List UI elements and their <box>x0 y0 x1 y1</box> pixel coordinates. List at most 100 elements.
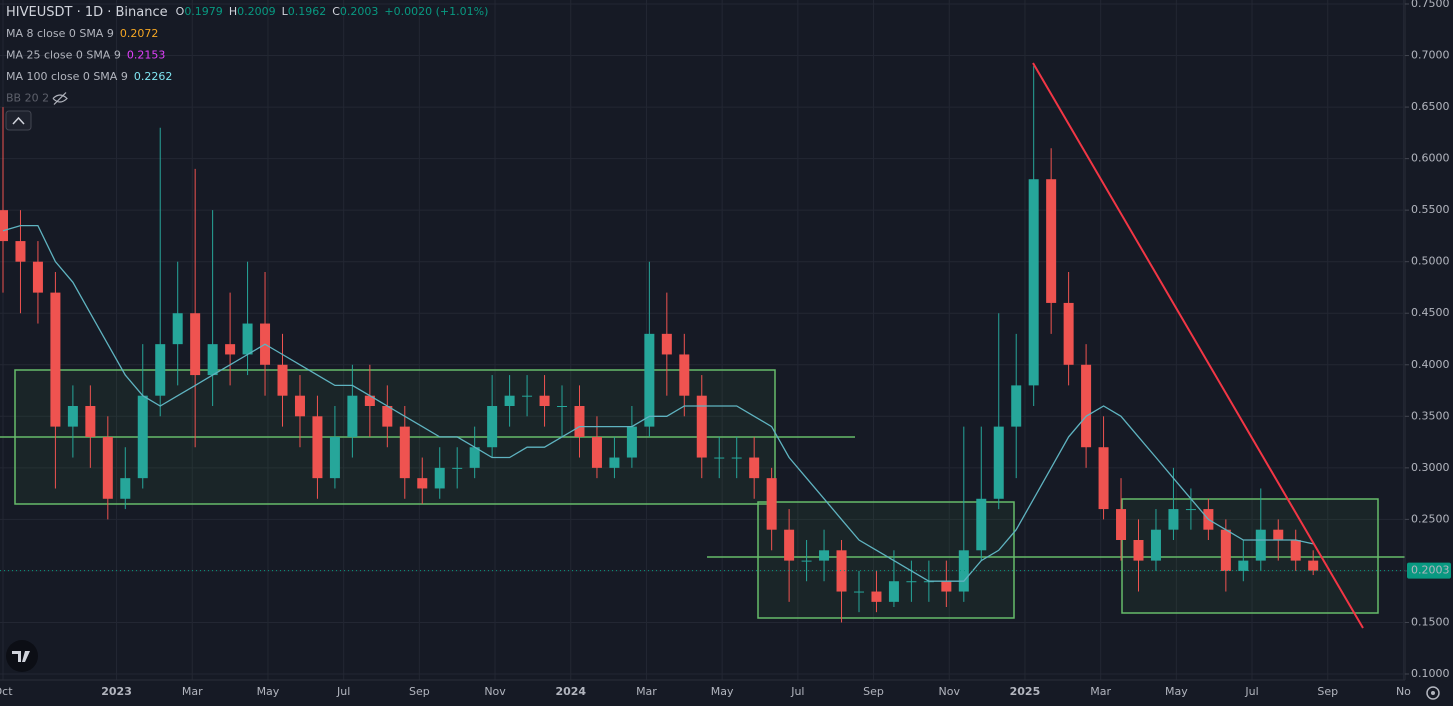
candle-body <box>1220 529 1231 571</box>
ohlc-value: 0.2003 <box>340 5 379 18</box>
candle-body <box>1273 529 1284 540</box>
candle-body <box>1011 385 1022 427</box>
candle-body <box>574 406 585 437</box>
y-tick-label: 0.4000 <box>1411 358 1450 371</box>
y-tick-label: 0.6500 <box>1411 100 1450 113</box>
candle-body <box>487 406 498 448</box>
x-tick-label: May <box>711 685 734 698</box>
candle-body <box>1116 509 1127 540</box>
ohlc-label: O <box>176 5 185 18</box>
candle-body <box>1255 529 1266 561</box>
change: +0.0020 (+1.01%) <box>384 5 488 18</box>
x-tick-label: 2023 <box>101 685 132 698</box>
candle-body <box>853 591 864 593</box>
candle-body <box>155 344 166 396</box>
x-tick-label: Nov <box>939 685 961 698</box>
candle-body <box>801 560 812 562</box>
y-tick-label: 0.5500 <box>1411 203 1450 216</box>
logo <box>6 640 38 672</box>
candle-body <box>661 333 672 355</box>
candle-body <box>277 364 288 396</box>
y-tick-label: 0.3500 <box>1411 409 1450 422</box>
ohlc-label: C <box>332 5 340 18</box>
candle-body <box>539 395 550 406</box>
candle-body <box>50 292 61 427</box>
candle-body <box>15 241 26 262</box>
candle-body <box>1046 179 1057 303</box>
candle-body <box>522 395 533 397</box>
indicator-legend: MA 25 close 0 SMA 9 0.2153 <box>6 49 165 62</box>
candle-body <box>1133 540 1144 561</box>
x-tick-label: Mar <box>182 685 203 698</box>
x-tick-label: Jul <box>790 685 804 698</box>
candle-body <box>1063 302 1074 365</box>
candle-body <box>557 406 568 407</box>
grid <box>0 0 1405 680</box>
x-tick-label: Oct <box>0 685 13 698</box>
ohlc-value: 0.2009 <box>237 5 276 18</box>
candle-body <box>644 333 655 427</box>
ohlc-label: H <box>229 5 237 18</box>
indicator-legend: MA 8 close 0 SMA 9 0.2072 <box>6 27 158 40</box>
candle-body <box>906 581 917 583</box>
candle-body <box>1185 509 1196 511</box>
candle-body <box>85 406 96 437</box>
candle-body <box>32 261 43 293</box>
candle-body <box>941 581 952 592</box>
candle-body <box>819 550 830 561</box>
candle-body <box>364 395 375 406</box>
symbol: HIVEUSDT · 1D · Binance <box>6 5 168 20</box>
y-tick-label: 0.1500 <box>1411 615 1450 628</box>
candle-body <box>714 457 725 459</box>
settings-button[interactable] <box>1426 686 1440 700</box>
indicator-legend: MA 100 close 0 SMA 9 0.2262 <box>6 70 172 83</box>
candle-body <box>225 344 236 355</box>
candle-body <box>784 529 795 561</box>
candle-body <box>626 426 637 458</box>
candle-body <box>993 426 1004 499</box>
candle-body <box>347 395 358 437</box>
candle-body <box>888 581 899 602</box>
gear-center <box>1431 691 1435 695</box>
trend-line <box>1032 62 1364 629</box>
x-tick-label: May <box>257 685 280 698</box>
last-price-label: 0.2003 <box>1411 564 1450 577</box>
symbol-header: HIVEUSDT · 1D · Binance O0.1979 H0.2009 L0.… <box>6 5 488 20</box>
legend: HIVEUSDT · 1D · Binance O0.1979 H0.2009 L0.… <box>6 5 488 105</box>
candle-body <box>102 436 113 499</box>
candle-body <box>452 467 463 469</box>
candle-body <box>67 406 78 427</box>
y-tick-label: 0.6000 <box>1411 152 1450 165</box>
indicator-name: MA 100 close 0 SMA 9 <box>6 70 128 83</box>
ohlc-value: 0.1962 <box>288 5 327 18</box>
plot-area <box>0 65 1405 623</box>
indicator-legend: BB 20 2 <box>6 92 49 105</box>
moving-average-line <box>2 224 1314 582</box>
candle-body <box>190 313 201 376</box>
x-tick-label: Sep <box>863 685 884 698</box>
hidden-eye-icon <box>52 92 68 105</box>
candle-body <box>679 354 690 396</box>
candle-body <box>469 447 480 468</box>
indicator-value: 0.2153 <box>127 49 166 62</box>
candle-body <box>1168 509 1179 530</box>
candle-body <box>417 478 428 489</box>
candle-body <box>1290 540 1301 561</box>
x-tick-label: Sep <box>409 685 430 698</box>
indicator-name: MA 8 close 0 SMA 9 <box>6 27 114 40</box>
candle-body <box>766 478 777 530</box>
x-tick-label: 2025 <box>1010 685 1041 698</box>
candle-body <box>172 313 183 345</box>
candle-body <box>1238 560 1249 571</box>
candle-body <box>399 426 410 479</box>
collapse-button[interactable] <box>5 110 32 131</box>
y-tick-label: 0.7500 <box>1411 0 1450 10</box>
candle-body <box>976 498 987 551</box>
y-tick-label: 0.7000 <box>1411 49 1450 62</box>
x-tick-label: No <box>1396 685 1411 698</box>
candle-body <box>1150 529 1161 561</box>
candle-body <box>958 550 969 592</box>
